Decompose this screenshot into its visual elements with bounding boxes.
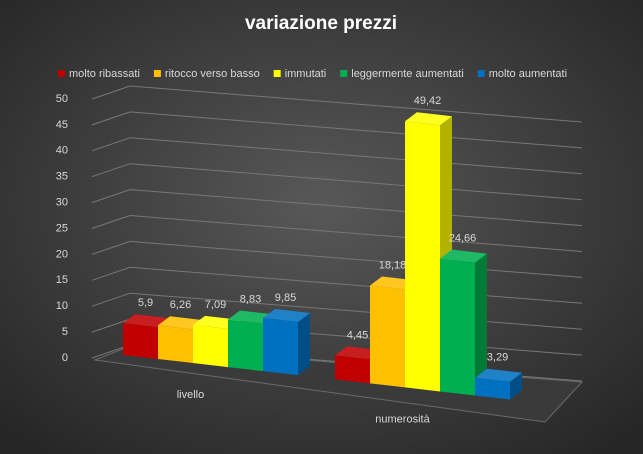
bar-top-shade	[123, 314, 170, 328]
bar-side	[510, 372, 522, 400]
value-label: 6,26	[170, 299, 191, 311]
bar-side-shade	[510, 372, 522, 400]
y-tick-label: 25	[56, 222, 68, 234]
value-label: 4,45	[347, 329, 368, 341]
bar-front	[263, 318, 298, 376]
value-label: 8,83	[240, 293, 261, 305]
legend-swatch	[273, 70, 281, 77]
bar-top	[405, 112, 452, 126]
y-tick-label: 0	[62, 352, 68, 364]
y-tick-label: 10	[56, 300, 68, 312]
legend-swatch	[340, 70, 348, 77]
legend-label: immutati	[285, 68, 327, 80]
value-label: 18,18	[379, 259, 407, 271]
bar-top	[263, 309, 310, 323]
legend-label: molto aumentati	[489, 68, 567, 80]
bar	[475, 368, 522, 400]
bar-front	[475, 377, 510, 400]
bar-side-shade	[475, 253, 487, 396]
bar-front	[405, 121, 440, 392]
chart-title: variazione prezzi	[245, 13, 397, 34]
y-tick-label: 35	[56, 171, 68, 183]
bar-top	[475, 368, 522, 382]
legend-label: leggermente aumentati	[351, 68, 464, 80]
bar-top-shade	[405, 112, 452, 126]
value-label: 49,42	[414, 95, 442, 107]
grid-line	[91, 85, 583, 123]
bar-top	[123, 314, 170, 328]
bar-side	[298, 313, 310, 376]
bar-front	[158, 325, 193, 364]
y-tick-label: 5	[62, 326, 68, 338]
y-tick-label: 15	[56, 274, 68, 286]
value-label: 3,29	[487, 352, 508, 364]
value-label: 9,85	[275, 292, 296, 304]
legend-swatch	[477, 70, 485, 77]
legend-label: ritocco verso basso	[165, 68, 260, 80]
bar-front	[193, 324, 228, 368]
value-label: 24,66	[449, 233, 477, 245]
bar-front	[370, 285, 405, 388]
legend-label: molto ribassati	[69, 68, 140, 80]
bar-top-shade	[475, 368, 522, 382]
bar-side-shade	[298, 313, 310, 376]
bar	[263, 309, 310, 376]
y-tick-label: 20	[56, 248, 68, 260]
y-tick-label: 50	[56, 93, 68, 105]
y-tick-label: 30	[56, 197, 68, 209]
bar-front	[335, 355, 370, 384]
bar-top-shade	[263, 309, 310, 323]
value-label: 5,9	[138, 297, 153, 309]
x-tick-label: livello	[177, 389, 205, 401]
y-tick-label: 45	[56, 119, 68, 131]
bar-side	[475, 253, 487, 396]
bar-top	[440, 249, 487, 263]
bar-front	[228, 319, 263, 372]
bar	[440, 249, 487, 396]
bar-top-shade	[440, 249, 487, 263]
y-tick-label: 40	[56, 145, 68, 157]
x-tick-label: numerosità	[375, 413, 430, 425]
legend-swatch	[153, 70, 161, 77]
bar-front	[440, 258, 475, 396]
bar-front	[123, 323, 158, 360]
value-label: 7,09	[205, 299, 226, 311]
legend-swatch	[58, 70, 65, 77]
